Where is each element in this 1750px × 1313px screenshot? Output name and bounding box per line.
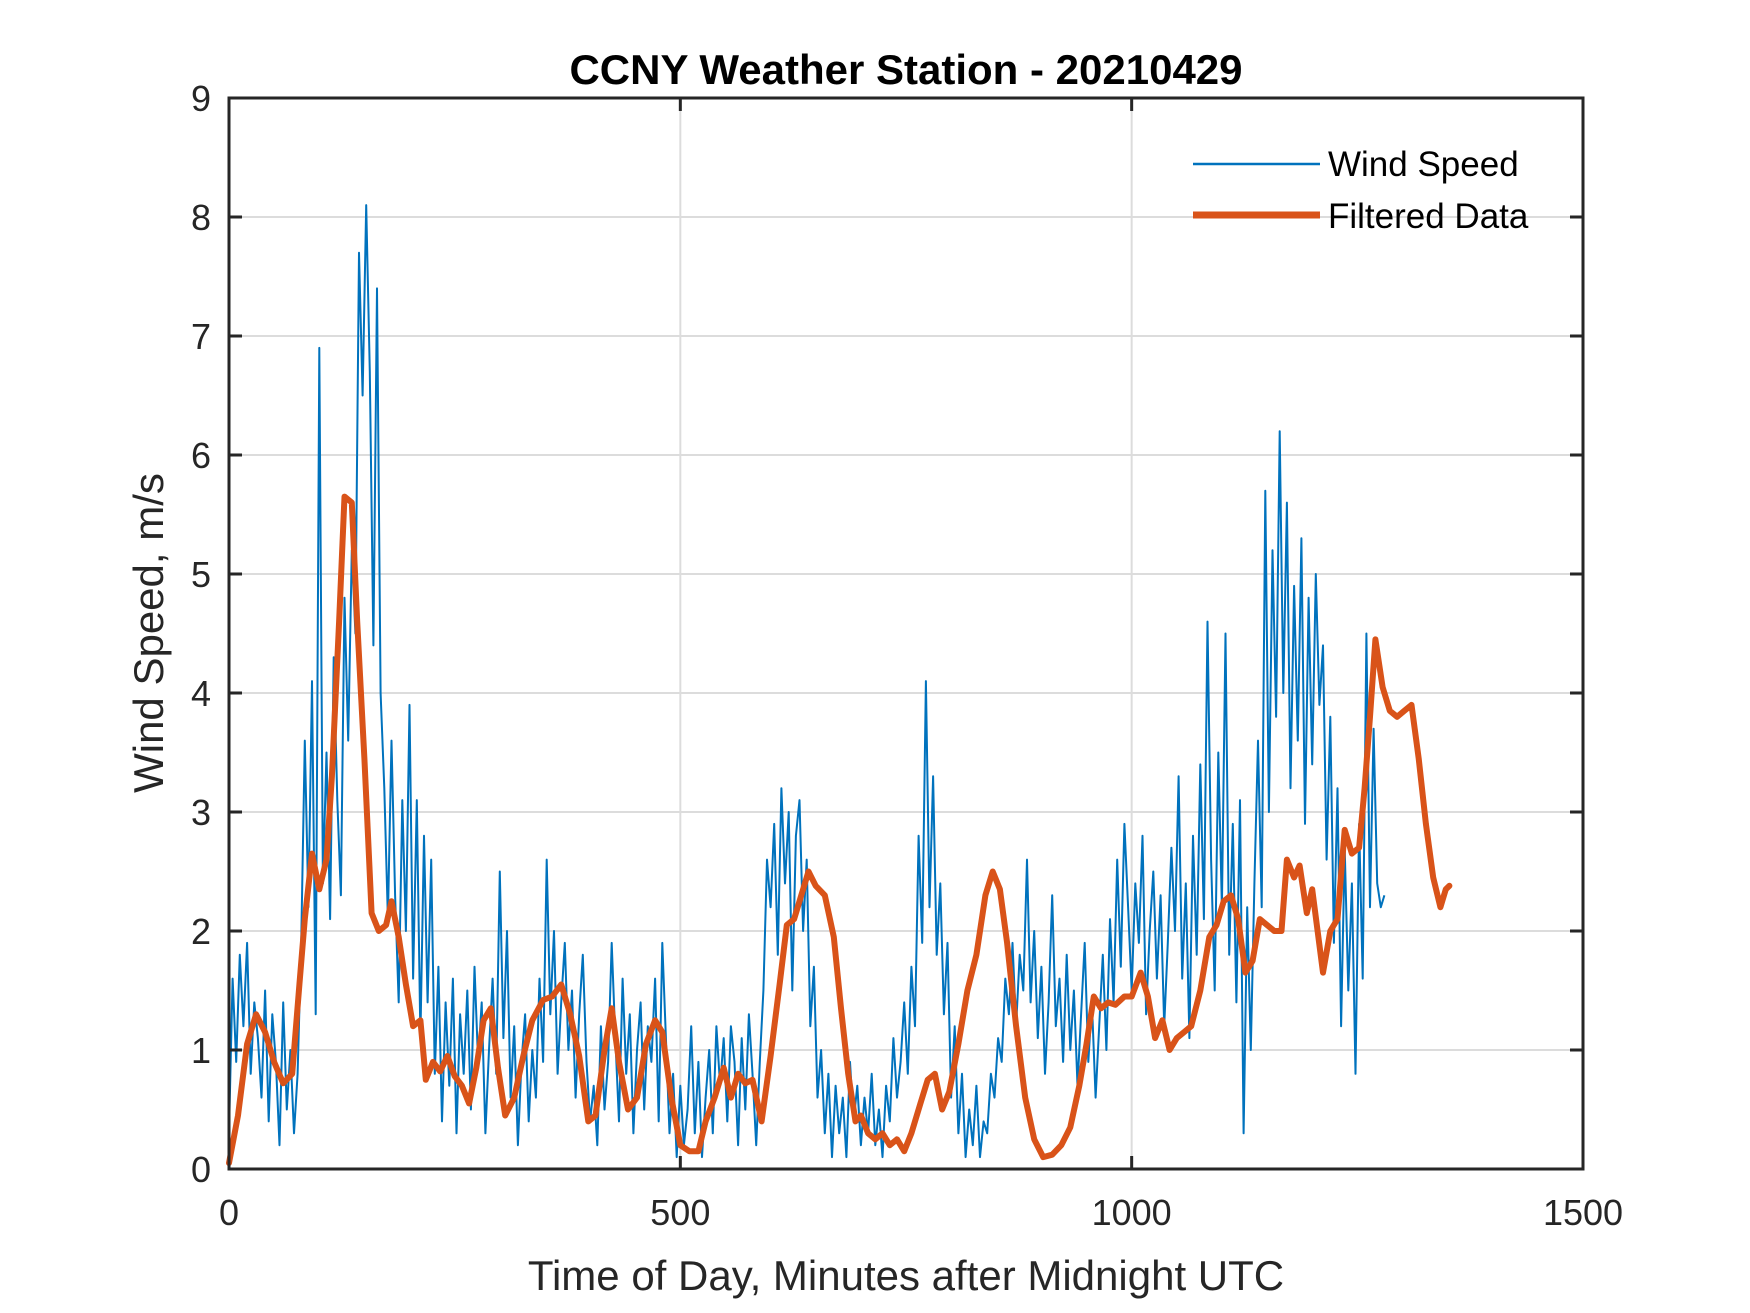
axis-ticks: 0 500 1000 1500 0 1 2 3 4 5 6 7 8 9 bbox=[191, 78, 1623, 1233]
y-tick-label: 0 bbox=[191, 1149, 211, 1190]
y-tick-label: 6 bbox=[191, 435, 211, 476]
filtered-data-series-line bbox=[226, 493, 1453, 1166]
y-tick-label: 9 bbox=[191, 78, 211, 119]
x-axis-label: Time of Day, Minutes after Midnight UTC bbox=[528, 1252, 1284, 1299]
y-tick-label: 1 bbox=[191, 1030, 211, 1071]
grid-lines bbox=[229, 98, 1583, 1169]
x-tick-label: 500 bbox=[650, 1192, 710, 1233]
y-tick-label: 4 bbox=[191, 673, 211, 714]
y-tick-label: 5 bbox=[191, 554, 211, 595]
x-tick-label: 1000 bbox=[1092, 1192, 1172, 1233]
legend: Wind Speed Filtered Data bbox=[1193, 145, 1529, 236]
x-tick-label: 1500 bbox=[1543, 1192, 1623, 1233]
legend-label-filtered-data: Filtered Data bbox=[1328, 197, 1529, 236]
legend-label-wind-speed: Wind Speed bbox=[1328, 145, 1519, 184]
y-axis-label: Wind Speed, m/s bbox=[125, 473, 172, 793]
chart-title: CCNY Weather Station - 20210429 bbox=[569, 46, 1242, 93]
plot-area bbox=[226, 204, 1453, 1166]
axes-box bbox=[227, 96, 1585, 1171]
y-tick-label: 7 bbox=[191, 316, 211, 357]
x-tick-label: 0 bbox=[219, 1192, 239, 1233]
wind-speed-series-line bbox=[228, 204, 1386, 1159]
y-tick-label: 2 bbox=[191, 911, 211, 952]
y-tick-label: 8 bbox=[191, 197, 211, 238]
y-tick-label: 3 bbox=[191, 792, 211, 833]
